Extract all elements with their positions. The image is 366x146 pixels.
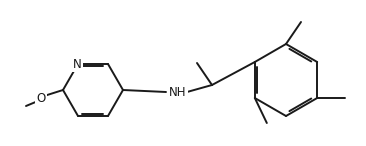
Text: O: O: [36, 92, 46, 105]
Text: N: N: [72, 58, 81, 71]
Text: NH: NH: [169, 86, 187, 99]
